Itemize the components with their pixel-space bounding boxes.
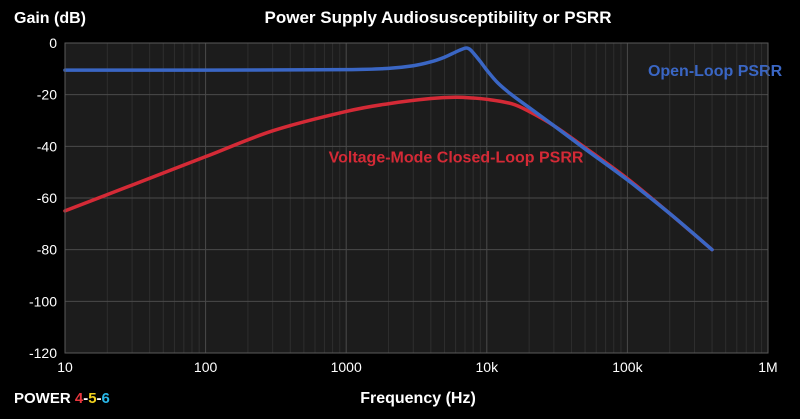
x-tick-label: 100 xyxy=(194,359,218,375)
y-tick-label: -20 xyxy=(37,87,57,103)
brand-separator: - xyxy=(83,390,88,407)
brand-digit-6: 6 xyxy=(102,390,110,407)
brand-digit-4: 4 xyxy=(75,390,84,407)
y-tick-label: 0 xyxy=(49,35,57,51)
chart-title: Power Supply Audiosusceptibility or PSRR xyxy=(265,8,612,27)
y-tick-label: -40 xyxy=(37,138,57,154)
y-axis-label: Gain (dB) xyxy=(14,10,86,27)
closed-loop-psrr-label: Voltage-Mode Closed-Loop PSRR xyxy=(329,150,584,167)
brand-prefix: POWER xyxy=(14,390,75,407)
brand-logo: POWER 4-5-6 xyxy=(14,390,110,407)
y-tick-label: -80 xyxy=(37,242,57,258)
brand-separator: - xyxy=(97,390,102,407)
y-tick-label: -100 xyxy=(29,293,57,309)
x-tick-label: 1M xyxy=(758,359,777,375)
x-tick-label: 100k xyxy=(612,359,643,375)
open-loop-psrr-line xyxy=(63,46,714,252)
brand-digit-5: 5 xyxy=(88,390,96,407)
y-tick-label: -60 xyxy=(37,190,57,206)
x-tick-label: 10 xyxy=(57,359,73,375)
y-tick-label: -120 xyxy=(29,345,57,361)
x-axis-label: Frequency (Hz) xyxy=(360,390,476,407)
x-tick-label: 10k xyxy=(476,359,500,375)
open-loop-psrr-label: Open-Loop PSRR xyxy=(648,63,783,80)
x-tick-label: 1000 xyxy=(331,359,362,375)
plot-border xyxy=(64,42,769,354)
